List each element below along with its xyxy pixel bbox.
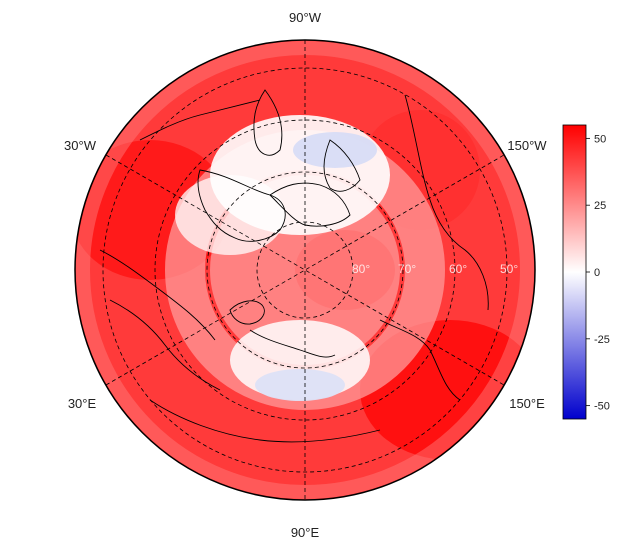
colorbar-tick-label: 25 xyxy=(594,200,606,212)
colorbar: 50 25 0 -25 -50 xyxy=(562,124,610,420)
colorbar-tick-label: 0 xyxy=(594,267,600,279)
colorbar-tick-label: -50 xyxy=(594,401,610,413)
lon-label-30e: 30°E xyxy=(68,396,97,411)
lat-label-60: 60° xyxy=(449,262,467,276)
colorbar-tick-label: 50 xyxy=(594,133,606,145)
lon-label-90w: 90°W xyxy=(289,10,322,25)
lon-label-30w: 30°W xyxy=(64,138,97,153)
lon-label-90e: 90°E xyxy=(291,525,320,540)
lon-label-150w: 150°W xyxy=(507,138,547,153)
colorbar-gradient xyxy=(562,124,587,420)
lat-label-70: 70° xyxy=(398,262,416,276)
lat-label-50: 50° xyxy=(500,262,518,276)
map-border xyxy=(74,39,536,501)
lat-label-80: 80° xyxy=(352,262,370,276)
graticule xyxy=(102,40,508,500)
coastlines xyxy=(99,89,489,443)
lon-label-150e: 150°E xyxy=(509,396,545,411)
colorbar-tick-label: -25 xyxy=(594,334,610,346)
